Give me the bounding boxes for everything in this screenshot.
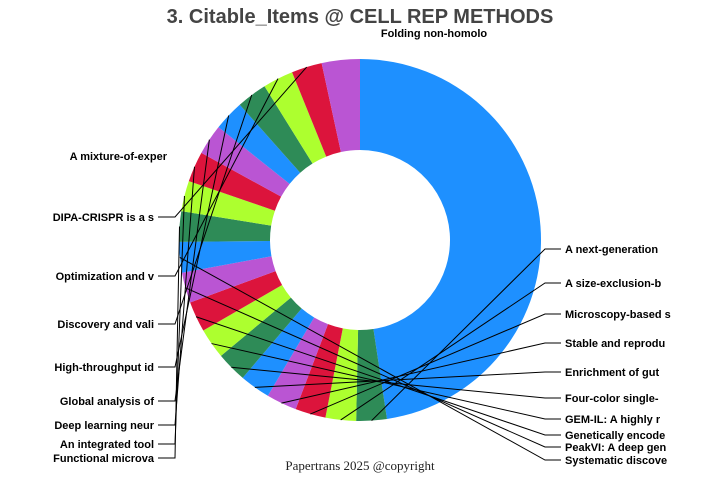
slice-15 — [218, 104, 301, 184]
slice-8 — [190, 271, 283, 331]
leader-line — [254, 371, 561, 388]
slice-label: Functional microva — [53, 453, 155, 465]
leader-line — [158, 115, 230, 368]
slice-13 — [188, 152, 282, 211]
leader-line — [158, 195, 185, 445]
leader-line — [158, 94, 253, 325]
slice-16 — [239, 86, 313, 173]
slice-11 — [179, 211, 272, 242]
slice-0 — [360, 59, 542, 419]
slice-label: Enrichment of gut — [565, 367, 659, 379]
leader-line — [211, 343, 561, 420]
leader-line — [179, 256, 561, 461]
slice-label: Four-color single- — [565, 393, 659, 405]
slice-label: DIPA-CRISPR is a s — [53, 212, 154, 224]
slice-18 — [292, 63, 341, 157]
leader-line — [185, 287, 561, 448]
leader-line — [158, 66, 308, 218]
slice-label: High-throughput id — [54, 362, 154, 374]
leader-line — [158, 78, 279, 277]
slice-label: An integrated tool — [60, 439, 154, 451]
copyright-footer: Papertrans 2025 @copyright — [285, 458, 435, 473]
slice-labels-group: Folding non-homolo A next-generation A siz… — [53, 28, 671, 467]
slice-label: Folding non-homolo — [381, 28, 488, 40]
slice-19 — [321, 59, 360, 153]
slice-label: Systematic discove — [565, 455, 667, 467]
slice-17 — [264, 72, 327, 164]
leader-line — [158, 226, 181, 459]
slice-3 — [295, 324, 343, 418]
slice-label: A size-exclusion-b — [565, 278, 661, 290]
slice-label: A next-generation — [565, 244, 658, 256]
leader-line — [195, 316, 561, 436]
slice-label: Microscopy-based s — [565, 309, 671, 321]
slices-group — [179, 59, 542, 421]
slice-12 — [181, 181, 275, 226]
leader-lines-group — [158, 66, 561, 461]
slice-label: Global analysis of — [60, 396, 154, 408]
chart-title: 3. Citable_Items @ CELL REP METHODS — [166, 6, 554, 28]
slice-9 — [181, 256, 276, 303]
slice-label: A mixture-of-exper — [70, 151, 168, 163]
slice-5 — [242, 308, 315, 396]
leader-line — [158, 139, 210, 402]
slice-label: Deep learning neur — [54, 420, 154, 432]
slice-label: Stable and reprodu — [565, 338, 665, 350]
slice-7 — [203, 285, 291, 356]
leader-line — [231, 366, 561, 399]
slice-label: Genetically encode — [565, 430, 665, 442]
leader-line — [281, 342, 561, 404]
slice-label: GEM-IL: A highly r — [565, 414, 661, 426]
slice-6 — [220, 297, 302, 378]
slice-1 — [356, 328, 387, 421]
slice-label: PeakVI: A deep gen — [565, 442, 667, 454]
slice-10 — [179, 240, 272, 273]
leader-line — [158, 166, 195, 426]
slice-14 — [201, 127, 290, 197]
slice-label: Optimization and v — [56, 271, 155, 283]
slice-label: Discovery and vali — [57, 319, 154, 331]
